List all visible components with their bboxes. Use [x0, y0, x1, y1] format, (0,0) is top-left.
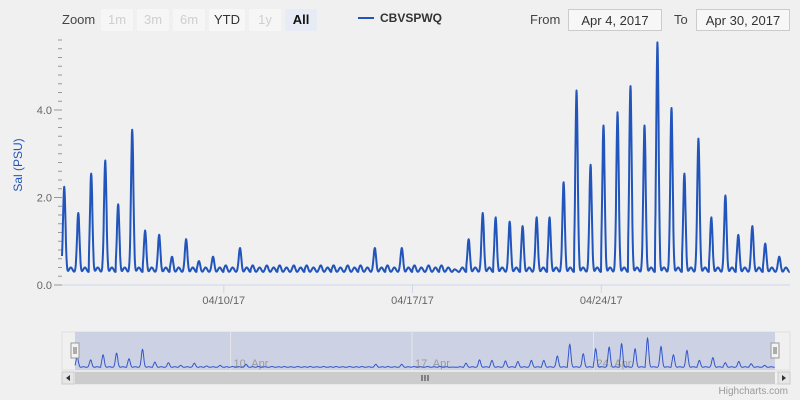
y-tick-label: 2.0 — [37, 193, 52, 205]
zoom-all-button[interactable]: All — [285, 9, 317, 31]
from-date-input[interactable]: Apr 4, 2017 — [568, 9, 662, 31]
navigator-handle-left[interactable] — [70, 342, 80, 359]
legend-series-name: CBVSPWQ — [380, 11, 443, 25]
y-axis-ticks: 0.0 2.0 4.0 — [37, 39, 62, 292]
scroll-right-arrow-icon — [782, 375, 786, 381]
scrollbar-grip-icon — [421, 375, 429, 381]
credits-link[interactable]: Highcharts.com — [718, 386, 788, 397]
zoom-1m-button[interactable]: 1m — [101, 9, 133, 31]
x-tick-label: 04/17/17 — [391, 295, 434, 307]
navigator-tick-label: 24. Apr — [597, 358, 632, 370]
x-axis-ticks: 04/10/17 04/17/17 04/24/17 — [202, 285, 623, 307]
from-label: From — [530, 12, 561, 27]
zoom-3m-button[interactable]: 3m — [137, 9, 169, 31]
zoom-ytd-button[interactable]: YTD — [209, 9, 245, 31]
y-axis-title: Sal (PSU) — [11, 138, 25, 191]
y-tick-label: 0.0 — [37, 280, 52, 292]
y-tick-label: 4.0 — [37, 105, 52, 117]
x-tick-label: 04/24/17 — [580, 295, 623, 307]
legend-item[interactable]: CBVSPWQ — [358, 11, 442, 25]
to-label: To — [674, 12, 688, 27]
legend-line-icon — [358, 17, 374, 19]
navigator-mask[interactable] — [75, 332, 775, 370]
navigator-series-line — [74, 336, 775, 368]
zoom-6m-button[interactable]: 6m — [173, 9, 205, 31]
navigator-handle-right[interactable] — [770, 342, 780, 359]
series-line-cbvspwq[interactable] — [61, 41, 791, 273]
navigator-tick-label: 10. Apr — [234, 358, 269, 370]
navigator-tick-label: 17. Apr — [415, 358, 450, 370]
zoom-1y-button[interactable]: 1y — [249, 9, 281, 31]
zoom-label: Zoom — [62, 12, 96, 27]
to-date-input[interactable]: Apr 30, 2017 — [696, 9, 790, 31]
scroll-left-arrow-icon — [66, 375, 70, 381]
x-tick-label: 04/10/17 — [202, 295, 245, 307]
